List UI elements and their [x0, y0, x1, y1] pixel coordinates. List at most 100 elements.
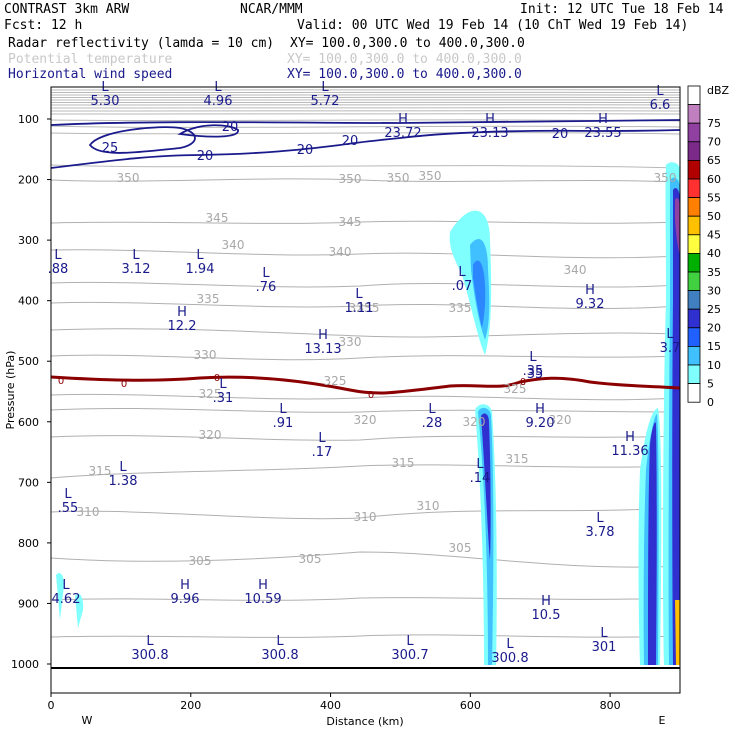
model-title: CONTRAST 3km ARW: [4, 2, 129, 17]
freezing-label: 0: [520, 377, 526, 388]
high-marker: H23.72: [384, 112, 421, 141]
marker-value: 3.7: [660, 341, 681, 356]
x-tick-label: 800: [600, 699, 621, 712]
theta-label: 315: [392, 456, 415, 470]
marker-kind: L: [62, 578, 70, 593]
marker-kind: L: [119, 460, 127, 475]
marker-value: 5.72: [311, 94, 340, 109]
low-marker: L.17: [312, 431, 333, 460]
field-theta-name: Potential temperature: [8, 52, 173, 67]
wind-contour-label: 35: [527, 367, 544, 382]
marker-value: 23.13: [471, 126, 508, 141]
marker-kind: L: [132, 248, 140, 263]
theta-label: 320: [549, 413, 572, 427]
marker-kind: L: [355, 287, 363, 302]
theta-label: 325: [199, 387, 222, 401]
colorbar-swatch: [687, 215, 701, 236]
theta-label: 350: [117, 171, 140, 185]
y-tick-label: 700: [18, 476, 39, 489]
low-marker: L.91: [273, 402, 294, 431]
colorbar-swatch: [687, 141, 701, 161]
marker-value: 4.62: [52, 592, 81, 607]
theta-label: 345: [206, 211, 229, 225]
theta-label: 320: [354, 413, 377, 427]
theta-label: 325: [349, 301, 372, 315]
low-marker: L6.6: [650, 84, 671, 113]
freezing-level: [50, 375, 681, 395]
marker-value: 1.38: [109, 474, 138, 489]
theta-contours: [50, 178, 681, 638]
marker-value: .28: [422, 416, 443, 431]
marker-kind: H: [180, 578, 190, 593]
theta-label: 350: [339, 172, 362, 186]
high-low-markers: L5.30L4.96L5.72L6.6H23.72H23.13H23.55L.8…: [48, 80, 681, 666]
x-tick-label: 400: [320, 699, 341, 712]
marker-kind: L: [146, 634, 154, 649]
y-tick-label: 500: [18, 355, 39, 368]
valid-time: Valid: 00 UTC Wed 19 Feb 14 (10 ChT Wed …: [297, 18, 688, 33]
marker-value: .17: [312, 445, 333, 460]
marker-value: 6.6: [650, 98, 671, 113]
low-marker: L.88: [48, 248, 69, 277]
colorbar-level: 35: [707, 266, 721, 279]
marker-value: 10.59: [244, 592, 281, 607]
colorbar-swatch: [687, 178, 701, 199]
theta-label: 335: [449, 301, 472, 315]
colorbar-level: 0: [707, 396, 714, 409]
org-label: NCAR/MMM: [240, 2, 303, 17]
colorbar-swatch: [687, 383, 701, 403]
theta-label: 350: [654, 171, 677, 185]
colorbar-swatch: [687, 159, 701, 180]
marker-value: .76: [256, 280, 277, 295]
marker-kind: H: [541, 594, 551, 609]
theta-label: 310: [354, 510, 377, 524]
low-marker: L3.12: [122, 248, 151, 277]
theta-label: 310: [417, 499, 440, 513]
marker-value: 300.7: [391, 648, 428, 663]
theta-label: 345: [339, 215, 362, 229]
marker-value: 23.55: [584, 126, 621, 141]
wind-contour-label: 25: [102, 141, 119, 156]
west-label: W: [82, 714, 93, 727]
init-time: Init: 12 UTC Tue 18 Feb 14: [520, 2, 724, 17]
low-marker: L4.62: [52, 578, 81, 607]
colorbar-level: 55: [707, 191, 721, 204]
theta-label: 320: [463, 415, 486, 429]
pressure-axis: 100 200 300 400 500 600 700 800 900 1000: [11, 113, 51, 671]
marker-value: .88: [48, 262, 69, 277]
marker-kind: H: [485, 112, 495, 127]
colorbar-level: 25: [707, 303, 721, 316]
low-marker: L5.30: [91, 80, 120, 109]
y-tick-label: 600: [18, 416, 39, 429]
header: CONTRAST 3km ARW NCAR/MMM Init: 12 UTC T…: [4, 2, 724, 82]
high-marker: H23.55: [584, 112, 621, 141]
colorbar-swatch: [687, 364, 701, 385]
marker-kind: L: [64, 487, 72, 502]
colorbar-swatch: [687, 122, 701, 143]
theta-label: 305: [189, 554, 212, 568]
high-marker: H9.32: [576, 283, 605, 312]
colorbar-swatch: [687, 327, 701, 347]
marker-kind: L: [54, 248, 62, 263]
colorbar-level: 70: [707, 136, 721, 149]
y-tick-label: 800: [18, 537, 39, 550]
freezing-label: 0: [58, 376, 64, 387]
marker-value: 9.20: [526, 416, 555, 431]
low-marker: L.14: [470, 457, 491, 486]
marker-value: 300.8: [131, 648, 168, 663]
marker-value: 9.32: [576, 297, 605, 312]
freezing-label: 0: [214, 373, 220, 384]
low-marker: L1.94: [186, 248, 215, 277]
y-tick-label: 900: [18, 597, 39, 610]
low-marker: L5.72: [311, 80, 340, 109]
marker-kind: L: [458, 265, 466, 280]
high-marker: H9.20: [526, 402, 555, 431]
colorbar-level: 65: [707, 154, 721, 167]
marker-kind: L: [506, 637, 514, 652]
marker-value: 3.78: [586, 525, 615, 540]
high-marker: H13.13: [304, 328, 341, 357]
marker-kind: L: [219, 377, 227, 392]
wind-contour-label: 20: [197, 149, 214, 164]
colorbar-level: 10: [707, 359, 721, 372]
